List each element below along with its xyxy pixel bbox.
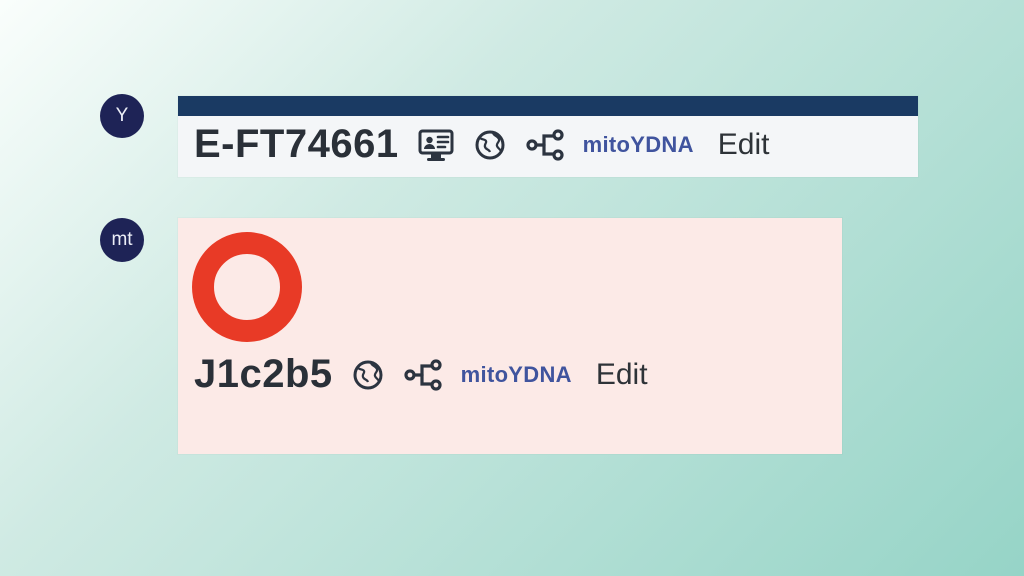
y-card-row: E-FT74661 <box>178 116 918 177</box>
mt-haplogroup-card: J1c2b5 mitoYDNA Edit <box>178 218 842 454</box>
tree-icon[interactable] <box>525 128 565 162</box>
y-badge-label: Y <box>116 105 129 127</box>
ring-icon <box>192 232 302 342</box>
edit-button[interactable]: Edit <box>718 128 770 162</box>
y-haplogroup-value: E-FT74661 <box>194 122 399 167</box>
globe-icon[interactable] <box>473 128 507 162</box>
mt-haplogroup-value: J1c2b5 <box>194 352 333 397</box>
mt-card-row: J1c2b5 mitoYDNA Edit <box>178 352 842 407</box>
globe-icon[interactable] <box>351 358 385 392</box>
y-card-header-bar <box>178 96 918 116</box>
tree-icon[interactable] <box>403 358 443 392</box>
profile-card-icon[interactable] <box>417 128 455 162</box>
mitoydna-link[interactable]: mitoYDNA <box>583 132 694 158</box>
mt-badge-label: mt <box>111 229 132 251</box>
mt-badge: mt <box>100 218 144 262</box>
y-haplogroup-card: E-FT74661 <box>178 96 918 177</box>
y-badge: Y <box>100 94 144 138</box>
edit-button[interactable]: Edit <box>596 358 648 392</box>
mitoydna-link[interactable]: mitoYDNA <box>461 362 572 388</box>
